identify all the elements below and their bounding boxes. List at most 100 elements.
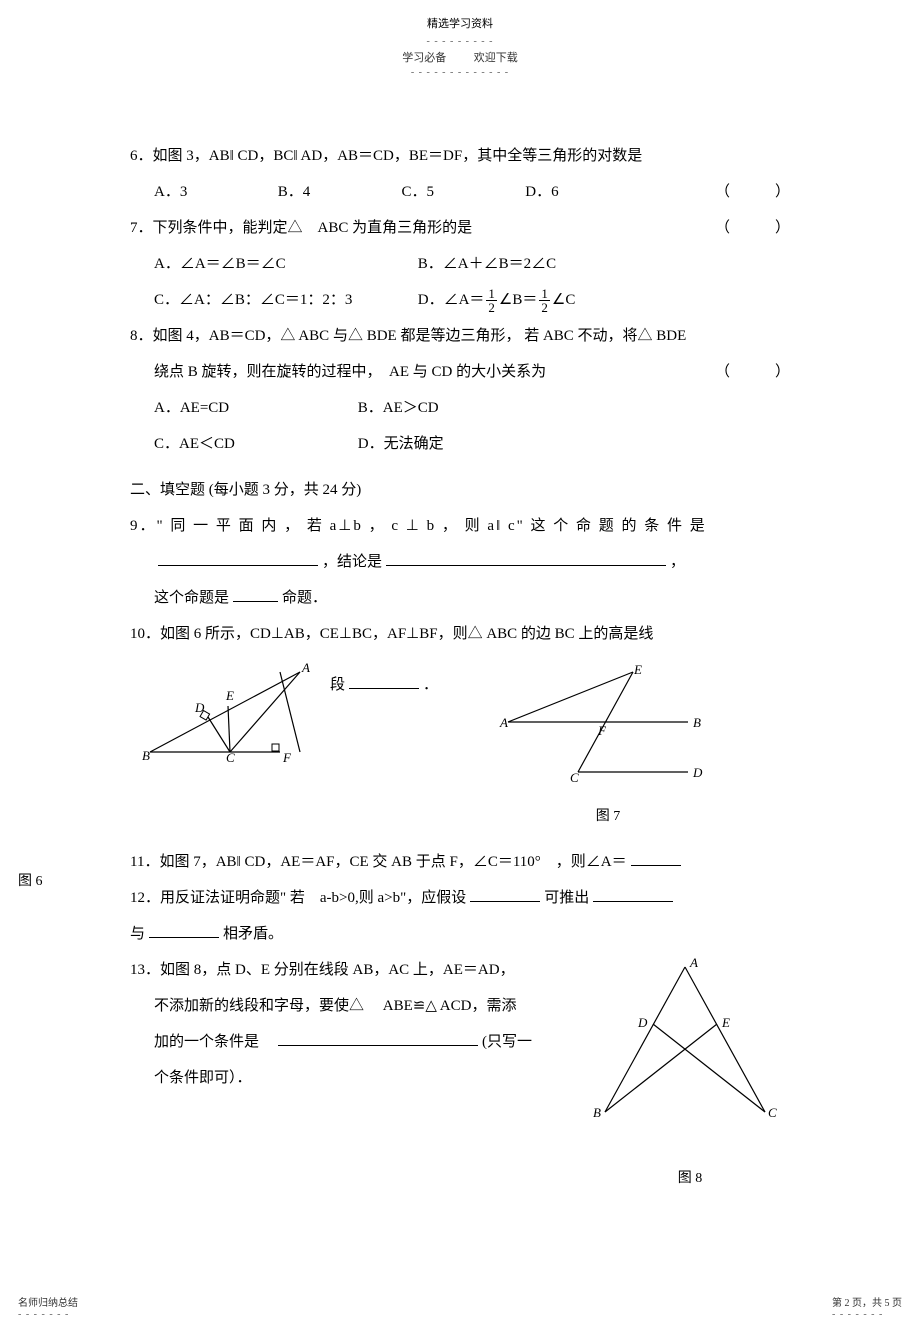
svg-text:C: C (768, 1105, 777, 1120)
footer-left-text: 名师归纳总结 (18, 1294, 78, 1309)
q8-paren: （ ） (715, 354, 790, 390)
q8-line1: 8．如图 4，AB＝CD，△ ABC 与△ BDE 都是等边三角形， 若 ABC… (130, 318, 790, 354)
q8-line2-wrap: 绕点 B 旋转，则在旋转的过程中， AE 与 CD 的大小关系为 （ ） (154, 354, 790, 390)
q8-opt-b: B．AE＞CD (358, 390, 439, 426)
q8-opt-a: A．AE=CD (154, 390, 354, 426)
svg-text:A: A (689, 955, 698, 970)
q10-seg: 段． (330, 662, 438, 703)
q9-line1: 9．" 同 一 平 面 内 ， 若 a⊥b ， c ⊥ b ， 则 a‖ c" … (130, 508, 790, 544)
q9-blank2 (386, 550, 666, 566)
q9-line3: 这个命题是 命题． (154, 580, 790, 616)
svg-text:D: D (637, 1015, 648, 1030)
svg-text:B: B (593, 1105, 601, 1120)
q7-text: 7．下列条件中，能判定△ ABC 为直角三角形的是 (130, 220, 472, 236)
header-sub-left: 学习必备 (402, 52, 446, 64)
q13-line1: 13．如图 8，点 D、E 分别在线段 AB，AC 上，AE＝AD， (130, 952, 570, 988)
q8-options-row1: A．AE=CD B．AE＞CD (154, 390, 790, 426)
fig6-svg: A B C D E F (140, 662, 310, 762)
svg-text:E: E (225, 688, 234, 703)
q13-text-block: 13．如图 8，点 D、E 分别在线段 AB，AC 上，AE＝AD， 不添加新的… (130, 952, 570, 1096)
q12-line1: 12．用反证法证明命题" 若 a-b>0,则 a>b"，应假设可推出 (130, 880, 790, 916)
header-title: 精选学习资料 (40, 15, 880, 31)
svg-text:D: D (194, 700, 205, 715)
q7-frac1: 12 (486, 287, 497, 314)
q8-options-row2: C．AE＜CD D．无法确定 (154, 426, 790, 462)
q12-l1-mid: 可推出 (544, 890, 589, 906)
q8-opt-c: C．AE＜CD (154, 426, 354, 462)
q13-l3-post: (只写一 (482, 1034, 532, 1050)
figure-6: A B C D E F (140, 662, 320, 762)
q8-line2: 绕点 B 旋转，则在旋转的过程中， AE 与 CD 的大小关系为 (154, 364, 546, 380)
q6-opt-b: B．4 (278, 174, 398, 210)
q8-opt-d: D．无法确定 (358, 426, 444, 462)
q13-wrap: 13．如图 8，点 D、E 分别在线段 AB，AC 上，AE＝AD， 不添加新的… (130, 952, 790, 1196)
q12-blank3 (149, 922, 219, 938)
q9-line3-pre: 这个命题是 (154, 590, 229, 606)
q7-options-row2: C．∠A：∠B：∠C＝1：2：3 D．∠A＝12∠B＝12∠C (154, 282, 790, 318)
q7-d-pre: D．∠A＝ (418, 292, 485, 308)
q12-l2-post: 相矛盾。 (223, 926, 283, 942)
footer-right-dots: - - - - - - - (832, 1309, 902, 1320)
q11-text: 11．如图 7，AB‖ CD，AE＝AF，CE 交 AB 于点 F，∠C＝110… (130, 854, 627, 870)
section2-title: 二、填空题 (每小题 3 分，共 24 分) (130, 472, 790, 508)
q9-mid: ，结论是 (322, 554, 382, 570)
q9-blank1 (158, 550, 318, 566)
header-dashes: - - - - - - - - - - - - - (40, 67, 880, 78)
q12-line2: 与 相矛盾。 (130, 916, 790, 952)
q6-opt-d: D．6 (525, 174, 645, 210)
q6-options: A．3 B．4 C．5 D．6 (154, 174, 790, 210)
q7-opt-a: A．∠A＝∠B＝∠C (154, 246, 414, 282)
figure-7: A B C D E F 图 7 (498, 662, 718, 834)
fig8-label: 图 8 (590, 1162, 790, 1196)
footer-left: 名师归纳总结 - - - - - - - (18, 1294, 78, 1320)
q7-text-line: 7．下列条件中，能判定△ ABC 为直角三角形的是 （ ） (130, 210, 790, 246)
header-dots: - - - - - - - - - (40, 36, 880, 47)
q7-frac2: 12 (539, 287, 550, 314)
q7-d-mid: ∠B＝ (499, 292, 537, 308)
q13-line2: 不添加新的线段和字母，要使△ ABE≌△ ACD，需添 (154, 988, 570, 1024)
svg-text:B: B (693, 715, 701, 730)
q13-line4: 个条件即可）． (154, 1060, 570, 1096)
q12-l2-pre: 与 (130, 926, 145, 942)
q10-blank (349, 673, 419, 689)
fig7-label: 图 7 (498, 800, 718, 834)
footer-right-text: 第 2 页，共 5 页 (832, 1294, 902, 1309)
header-subtitle: 学习必备 欢迎下载 (40, 49, 880, 65)
q11: 11．如图 7，AB‖ CD，AE＝AF，CE 交 AB 于点 F，∠C＝110… (130, 844, 790, 880)
q7-paren: （ ） (715, 210, 790, 246)
q11-blank (631, 850, 681, 866)
q9-blank3 (233, 586, 278, 602)
svg-text:D: D (692, 765, 703, 780)
svg-text:B: B (142, 748, 150, 762)
q6-text: 6．如图 3，AB‖ CD，BC‖ AD，AB＝CD，BE＝DF，其中全等三角形… (130, 138, 790, 174)
fig7-svg: A B C D E F (498, 662, 718, 792)
q9-line2: ，结论是 ， (154, 544, 790, 580)
svg-text:E: E (633, 662, 642, 677)
svg-text:E: E (721, 1015, 730, 1030)
fig8-svg: A B C D E (590, 952, 780, 1122)
footer-right: 第 2 页，共 5 页 - - - - - - - (832, 1294, 902, 1320)
q12-blank2 (593, 886, 673, 902)
q7-options-row1: A．∠A＝∠B＝∠C B．∠A＋∠B＝2∠C (154, 246, 790, 282)
q10-dot: ． (423, 677, 438, 693)
q6-opt-a: A．3 (154, 174, 274, 210)
fig6-label: 图 6 (18, 870, 43, 890)
q10-seg-label: 段 (330, 677, 345, 693)
header-sub-right: 欢迎下载 (474, 52, 518, 64)
q6-paren: （ ） (715, 174, 790, 210)
figure-row: A B C D E F 段． A B C (130, 662, 790, 834)
figure-8: A B C D E 图 8 (590, 952, 790, 1196)
q13-l3-pre: 加的一个条件是 (154, 1034, 274, 1050)
q7-opt-d: D．∠A＝12∠B＝12∠C (418, 282, 576, 318)
svg-text:A: A (499, 715, 508, 730)
q13-blank (278, 1030, 478, 1046)
svg-text:A: A (301, 662, 310, 675)
q7-opt-b: B．∠A＋∠B＝2∠C (418, 246, 556, 282)
q7-d-post: ∠C (552, 292, 575, 308)
q9-tail: ， (670, 554, 685, 570)
svg-text:C: C (570, 770, 579, 785)
svg-text:F: F (282, 750, 292, 762)
svg-text:C: C (226, 750, 235, 762)
q9-line3-post: 命题． (282, 590, 327, 606)
q12-blank1 (470, 886, 540, 902)
